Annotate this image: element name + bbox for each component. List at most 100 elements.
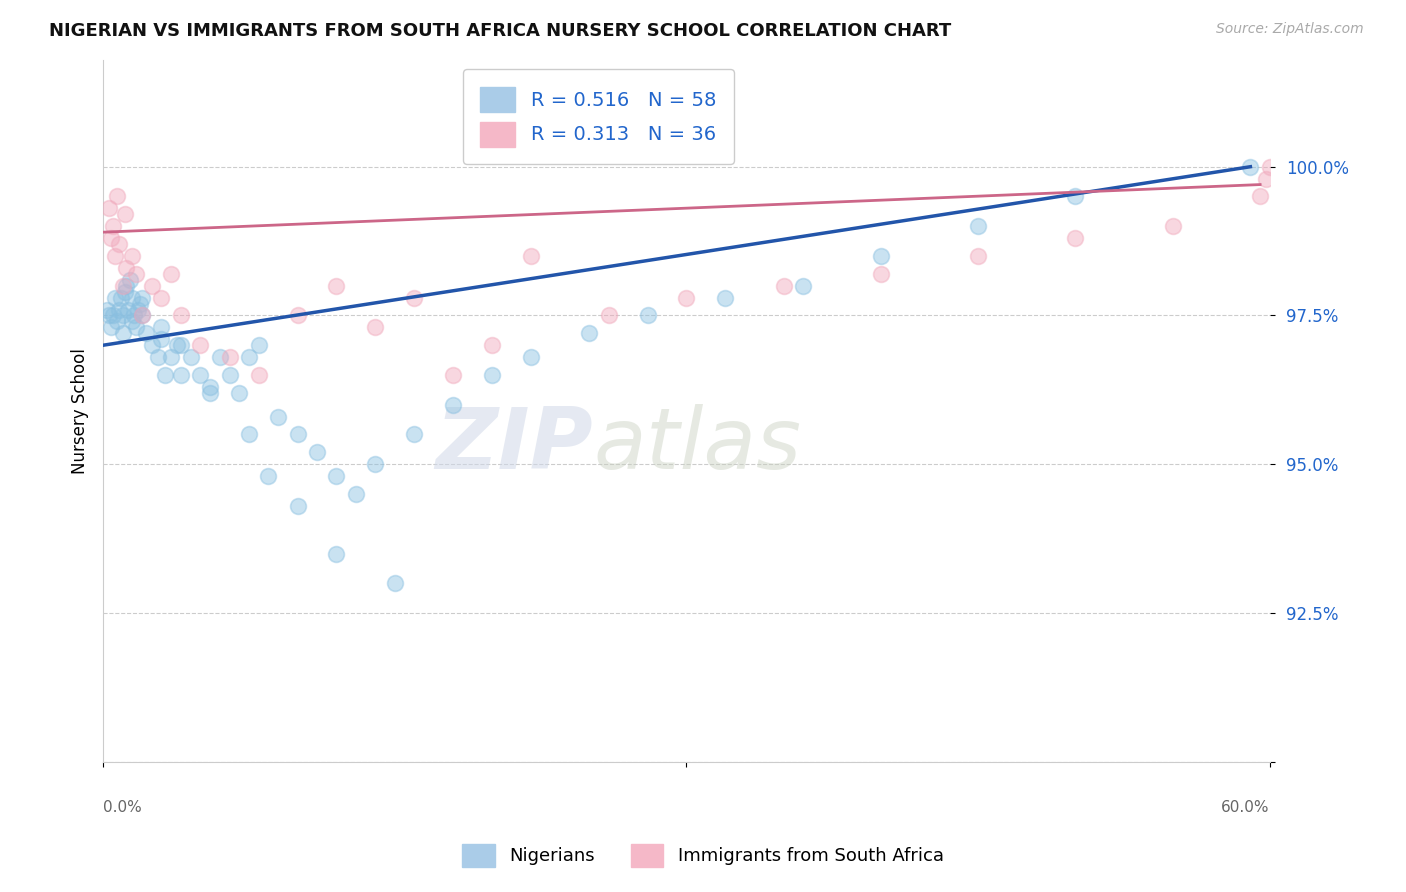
Point: [121, 314, 143, 328]
Point: [967, 249, 990, 263]
Point: [228, 385, 250, 400]
Point: [287, 499, 309, 513]
Point: [114, 207, 136, 221]
Point: [155, 368, 177, 382]
Point: [364, 320, 387, 334]
Point: [481, 338, 503, 352]
Point: [305, 445, 328, 459]
Point: [115, 260, 138, 275]
Point: [404, 291, 426, 305]
Point: [166, 338, 188, 352]
Point: [598, 309, 620, 323]
Point: [190, 368, 212, 382]
Point: [150, 332, 173, 346]
Text: atlas: atlas: [593, 404, 801, 487]
Point: [247, 338, 270, 352]
Point: [141, 338, 163, 352]
Point: [238, 350, 260, 364]
Point: [114, 285, 136, 299]
Point: [772, 278, 794, 293]
Point: [160, 267, 183, 281]
Point: [675, 291, 697, 305]
Point: [170, 309, 193, 323]
Point: [870, 249, 893, 263]
Point: [792, 278, 814, 293]
Point: [180, 350, 202, 364]
Point: [208, 350, 231, 364]
Point: [384, 576, 406, 591]
Legend: Nigerians, Immigrants from South Africa: Nigerians, Immigrants from South Africa: [456, 837, 950, 874]
Point: [481, 368, 503, 382]
Point: [97, 309, 120, 323]
Point: [1064, 231, 1087, 245]
Point: [325, 469, 347, 483]
Point: [127, 302, 149, 317]
Text: 0.0%: 0.0%: [103, 800, 142, 815]
Point: [101, 219, 124, 234]
Point: [121, 291, 143, 305]
Point: [125, 320, 148, 334]
Point: [1258, 160, 1281, 174]
Point: [364, 457, 387, 471]
Point: [1249, 189, 1271, 203]
Legend: R = 0.516   N = 58, R = 0.313   N = 36: R = 0.516 N = 58, R = 0.313 N = 36: [463, 70, 734, 164]
Point: [105, 189, 128, 203]
Point: [121, 249, 143, 263]
Point: [97, 202, 120, 216]
Point: [170, 368, 193, 382]
Point: [104, 291, 127, 305]
Point: [714, 291, 737, 305]
Point: [287, 427, 309, 442]
Point: [110, 291, 132, 305]
Point: [111, 309, 134, 323]
Point: [125, 267, 148, 281]
Point: [218, 368, 240, 382]
Point: [160, 350, 183, 364]
Point: [404, 427, 426, 442]
Point: [111, 278, 134, 293]
Point: [122, 309, 145, 323]
Y-axis label: Nursery School: Nursery School: [72, 348, 89, 474]
Text: 60.0%: 60.0%: [1222, 800, 1270, 815]
Point: [344, 487, 367, 501]
Point: [107, 237, 129, 252]
Point: [131, 309, 153, 323]
Point: [257, 469, 280, 483]
Point: [247, 368, 270, 382]
Point: [105, 314, 128, 328]
Point: [967, 219, 990, 234]
Point: [238, 427, 260, 442]
Point: [135, 326, 157, 341]
Point: [441, 368, 464, 382]
Text: ZIP: ZIP: [436, 404, 593, 487]
Point: [870, 267, 893, 281]
Point: [115, 278, 138, 293]
Point: [637, 309, 659, 323]
Point: [104, 249, 127, 263]
Point: [1161, 219, 1184, 234]
Point: [107, 302, 129, 317]
Point: [100, 320, 122, 334]
Point: [198, 385, 221, 400]
Point: [111, 326, 134, 341]
Point: [325, 547, 347, 561]
Point: [131, 309, 153, 323]
Point: [131, 291, 153, 305]
Point: [578, 326, 600, 341]
Point: [441, 398, 464, 412]
Text: Source: ZipAtlas.com: Source: ZipAtlas.com: [1216, 22, 1364, 37]
Point: [325, 278, 347, 293]
Point: [1239, 160, 1261, 174]
Point: [520, 249, 543, 263]
Point: [150, 291, 173, 305]
Point: [170, 338, 193, 352]
Point: [117, 302, 139, 317]
Point: [101, 309, 124, 323]
Point: [1064, 189, 1087, 203]
Point: [218, 350, 240, 364]
Point: [150, 320, 173, 334]
Point: [129, 296, 152, 310]
Point: [287, 309, 309, 323]
Point: [198, 380, 221, 394]
Point: [100, 231, 122, 245]
